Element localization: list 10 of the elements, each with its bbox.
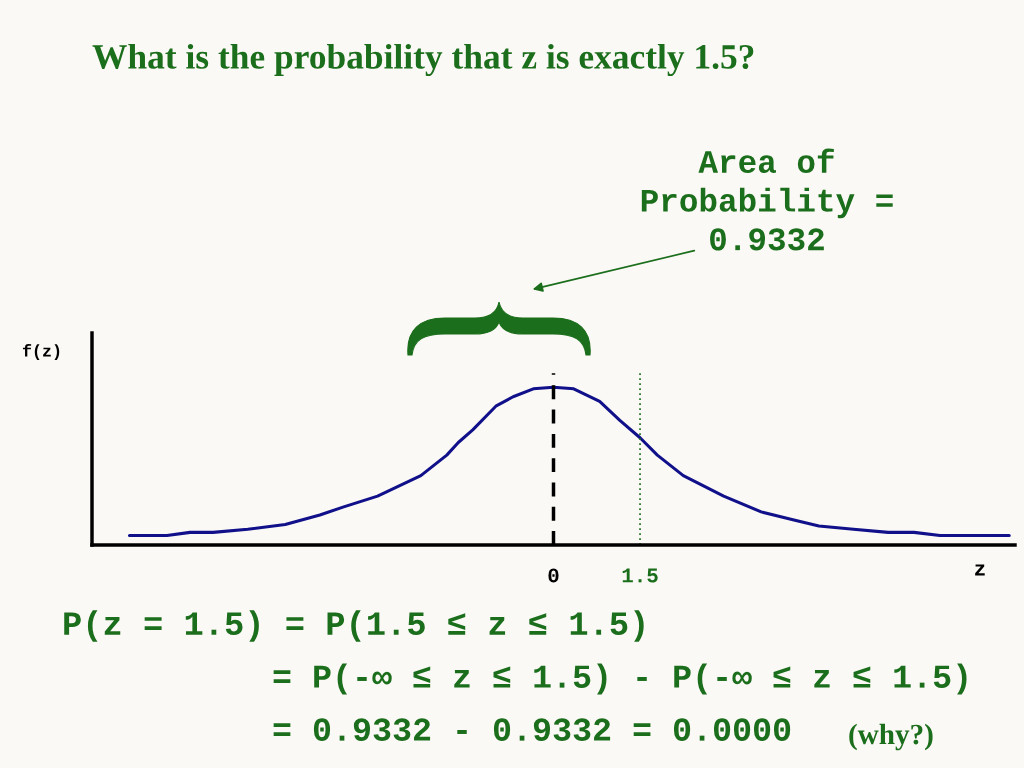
- chart-title: What is the probability that z is exactly 1.5?: [92, 43, 754, 77]
- x-axis-title: z: [975, 564, 985, 576]
- text: = P(-∞ ≤ z ≤ 1.5) - P(-∞ ≤ z ≤ 1.5): [273, 663, 967, 695]
- x-tick-label: 0: [548, 568, 559, 583]
- y-axis-title: f(z): [22, 344, 60, 360]
- text: Area of Probability = 0.9332: [641, 148, 893, 251]
- text: P(z = 1.5) = P(1.5 ≤ z ≤ 1.5): [64, 610, 644, 642]
- text: (why?): [849, 723, 933, 751]
- text: = 0.9332 - 0.9332 = 0.0000: [273, 718, 791, 741]
- x-tick-label: 1.5: [622, 568, 658, 583]
